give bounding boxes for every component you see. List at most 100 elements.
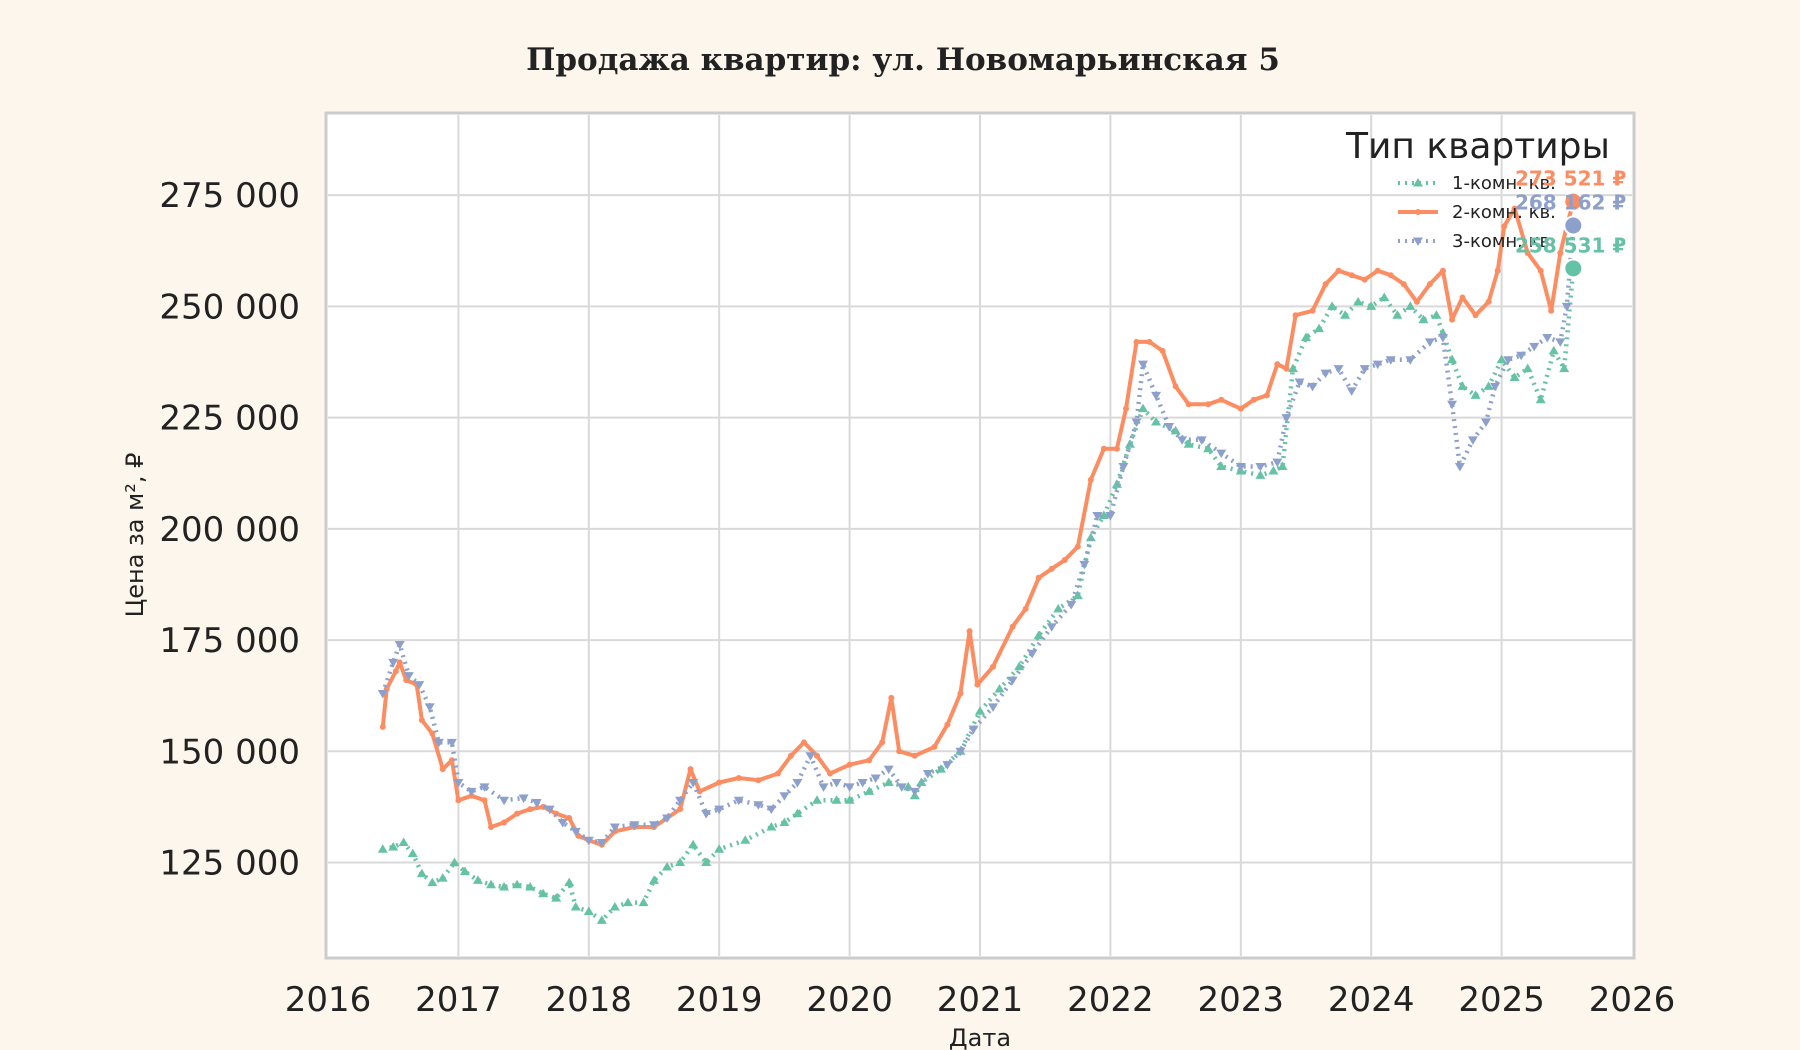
data-point: [675, 796, 686, 806]
data-point: [414, 681, 425, 690]
data-point: [779, 817, 790, 827]
data-point: [1490, 382, 1501, 392]
y-tick-label: 175 000: [159, 621, 300, 661]
data-point: [883, 777, 894, 786]
data-point: [1235, 463, 1246, 472]
data-point: [1237, 405, 1244, 412]
data-point: [564, 877, 575, 887]
data-point: [622, 897, 633, 907]
data-point: [1100, 445, 1107, 452]
data-point: [922, 770, 933, 779]
data-point: [1516, 351, 1527, 361]
series-1: [377, 263, 1579, 924]
data-point: [1277, 461, 1288, 471]
data-point: [1268, 465, 1279, 475]
data-point: [1159, 347, 1166, 354]
data-point: [1529, 342, 1540, 352]
data-point: [544, 805, 555, 815]
data-point: [1511, 205, 1518, 212]
data-point: [499, 796, 510, 806]
legend-label: 3-комн. кв.: [1452, 231, 1556, 252]
data-point: [1437, 333, 1448, 343]
data-point: [1216, 461, 1227, 471]
chart-title: Продажа квартир: ул. Новомарьинская 5: [526, 42, 1280, 78]
data-point: [596, 915, 607, 924]
x-tick-label: 2016: [285, 980, 372, 1020]
end-point: [1563, 191, 1584, 212]
data-point: [429, 730, 436, 737]
data-point: [1146, 338, 1153, 345]
legend-marker: [1415, 209, 1421, 215]
data-point: [988, 703, 999, 712]
data-point: [1385, 356, 1396, 365]
data-point: [437, 873, 448, 882]
x-tick-label: 2022: [1067, 980, 1154, 1020]
x-tick-label: 2019: [676, 980, 763, 1020]
data-point: [570, 827, 581, 837]
legend-marker: [1413, 178, 1423, 187]
data-point: [774, 770, 781, 777]
data-point: [583, 836, 594, 846]
data-point: [1079, 560, 1090, 570]
data-point: [1172, 383, 1179, 390]
data-point: [1439, 267, 1446, 274]
data-point: [1483, 381, 1494, 390]
y-axis-ticks: 125 000 150 000 175 000 200 000 225 000 250 0…: [159, 176, 300, 883]
data-point: [396, 659, 403, 666]
data-point: [1449, 316, 1456, 323]
data-point: [1035, 574, 1042, 581]
data-point: [596, 839, 607, 848]
data-point: [1335, 267, 1342, 274]
legend-label: 1-комн. кв.: [1452, 173, 1556, 194]
data-point: [427, 877, 438, 887]
end-point: [1563, 215, 1584, 236]
data-point: [1548, 345, 1559, 355]
data-point: [1559, 363, 1570, 373]
data-point: [1203, 443, 1214, 453]
series-3: [377, 222, 1579, 848]
data-point: [570, 902, 581, 911]
data-point: [866, 757, 873, 764]
data-point: [649, 875, 659, 884]
end-value-label: 268 162 ₽: [1515, 191, 1626, 215]
data-point: [583, 906, 594, 916]
data-point: [1405, 301, 1416, 310]
data-point: [1105, 511, 1116, 521]
data-point: [1185, 401, 1192, 408]
legend-label: 2-комн. кв.: [1452, 202, 1556, 223]
x-tick-label: 2026: [1589, 980, 1676, 1020]
data-point: [968, 725, 979, 735]
data-point: [883, 765, 894, 775]
data-point: [1314, 323, 1325, 333]
data-point: [1048, 565, 1055, 572]
data-point: [687, 766, 694, 773]
data-point: [800, 739, 807, 746]
data-point: [1301, 332, 1311, 341]
data-point: [1218, 396, 1225, 403]
x-tick-label: 2021: [937, 980, 1024, 1020]
data-point: [1509, 372, 1520, 382]
data-point: [1131, 418, 1142, 428]
data-point: [557, 819, 568, 828]
data-point: [1467, 436, 1478, 445]
series-layer: [377, 198, 1579, 924]
data-point: [439, 766, 446, 773]
data-point: [1177, 436, 1188, 445]
data-point: [911, 752, 918, 759]
data-point: [1170, 425, 1181, 435]
data-point: [1061, 556, 1068, 563]
data-point: [525, 882, 536, 891]
x-tick-label: 2017: [415, 980, 502, 1020]
data-point: [1087, 476, 1094, 483]
data-point: [974, 681, 981, 688]
data-point: [1255, 463, 1266, 472]
data-point: [1555, 338, 1566, 347]
data-point: [1459, 294, 1466, 301]
data-point: [377, 844, 388, 853]
data-point: [629, 821, 640, 830]
legend: Тип квартиры 1-комн. кв. 2-комн. кв. 3-ком…: [1345, 126, 1610, 252]
data-point: [1033, 630, 1044, 640]
end-point: [1563, 258, 1584, 279]
data-point: [551, 893, 562, 902]
data-point: [994, 684, 1005, 693]
